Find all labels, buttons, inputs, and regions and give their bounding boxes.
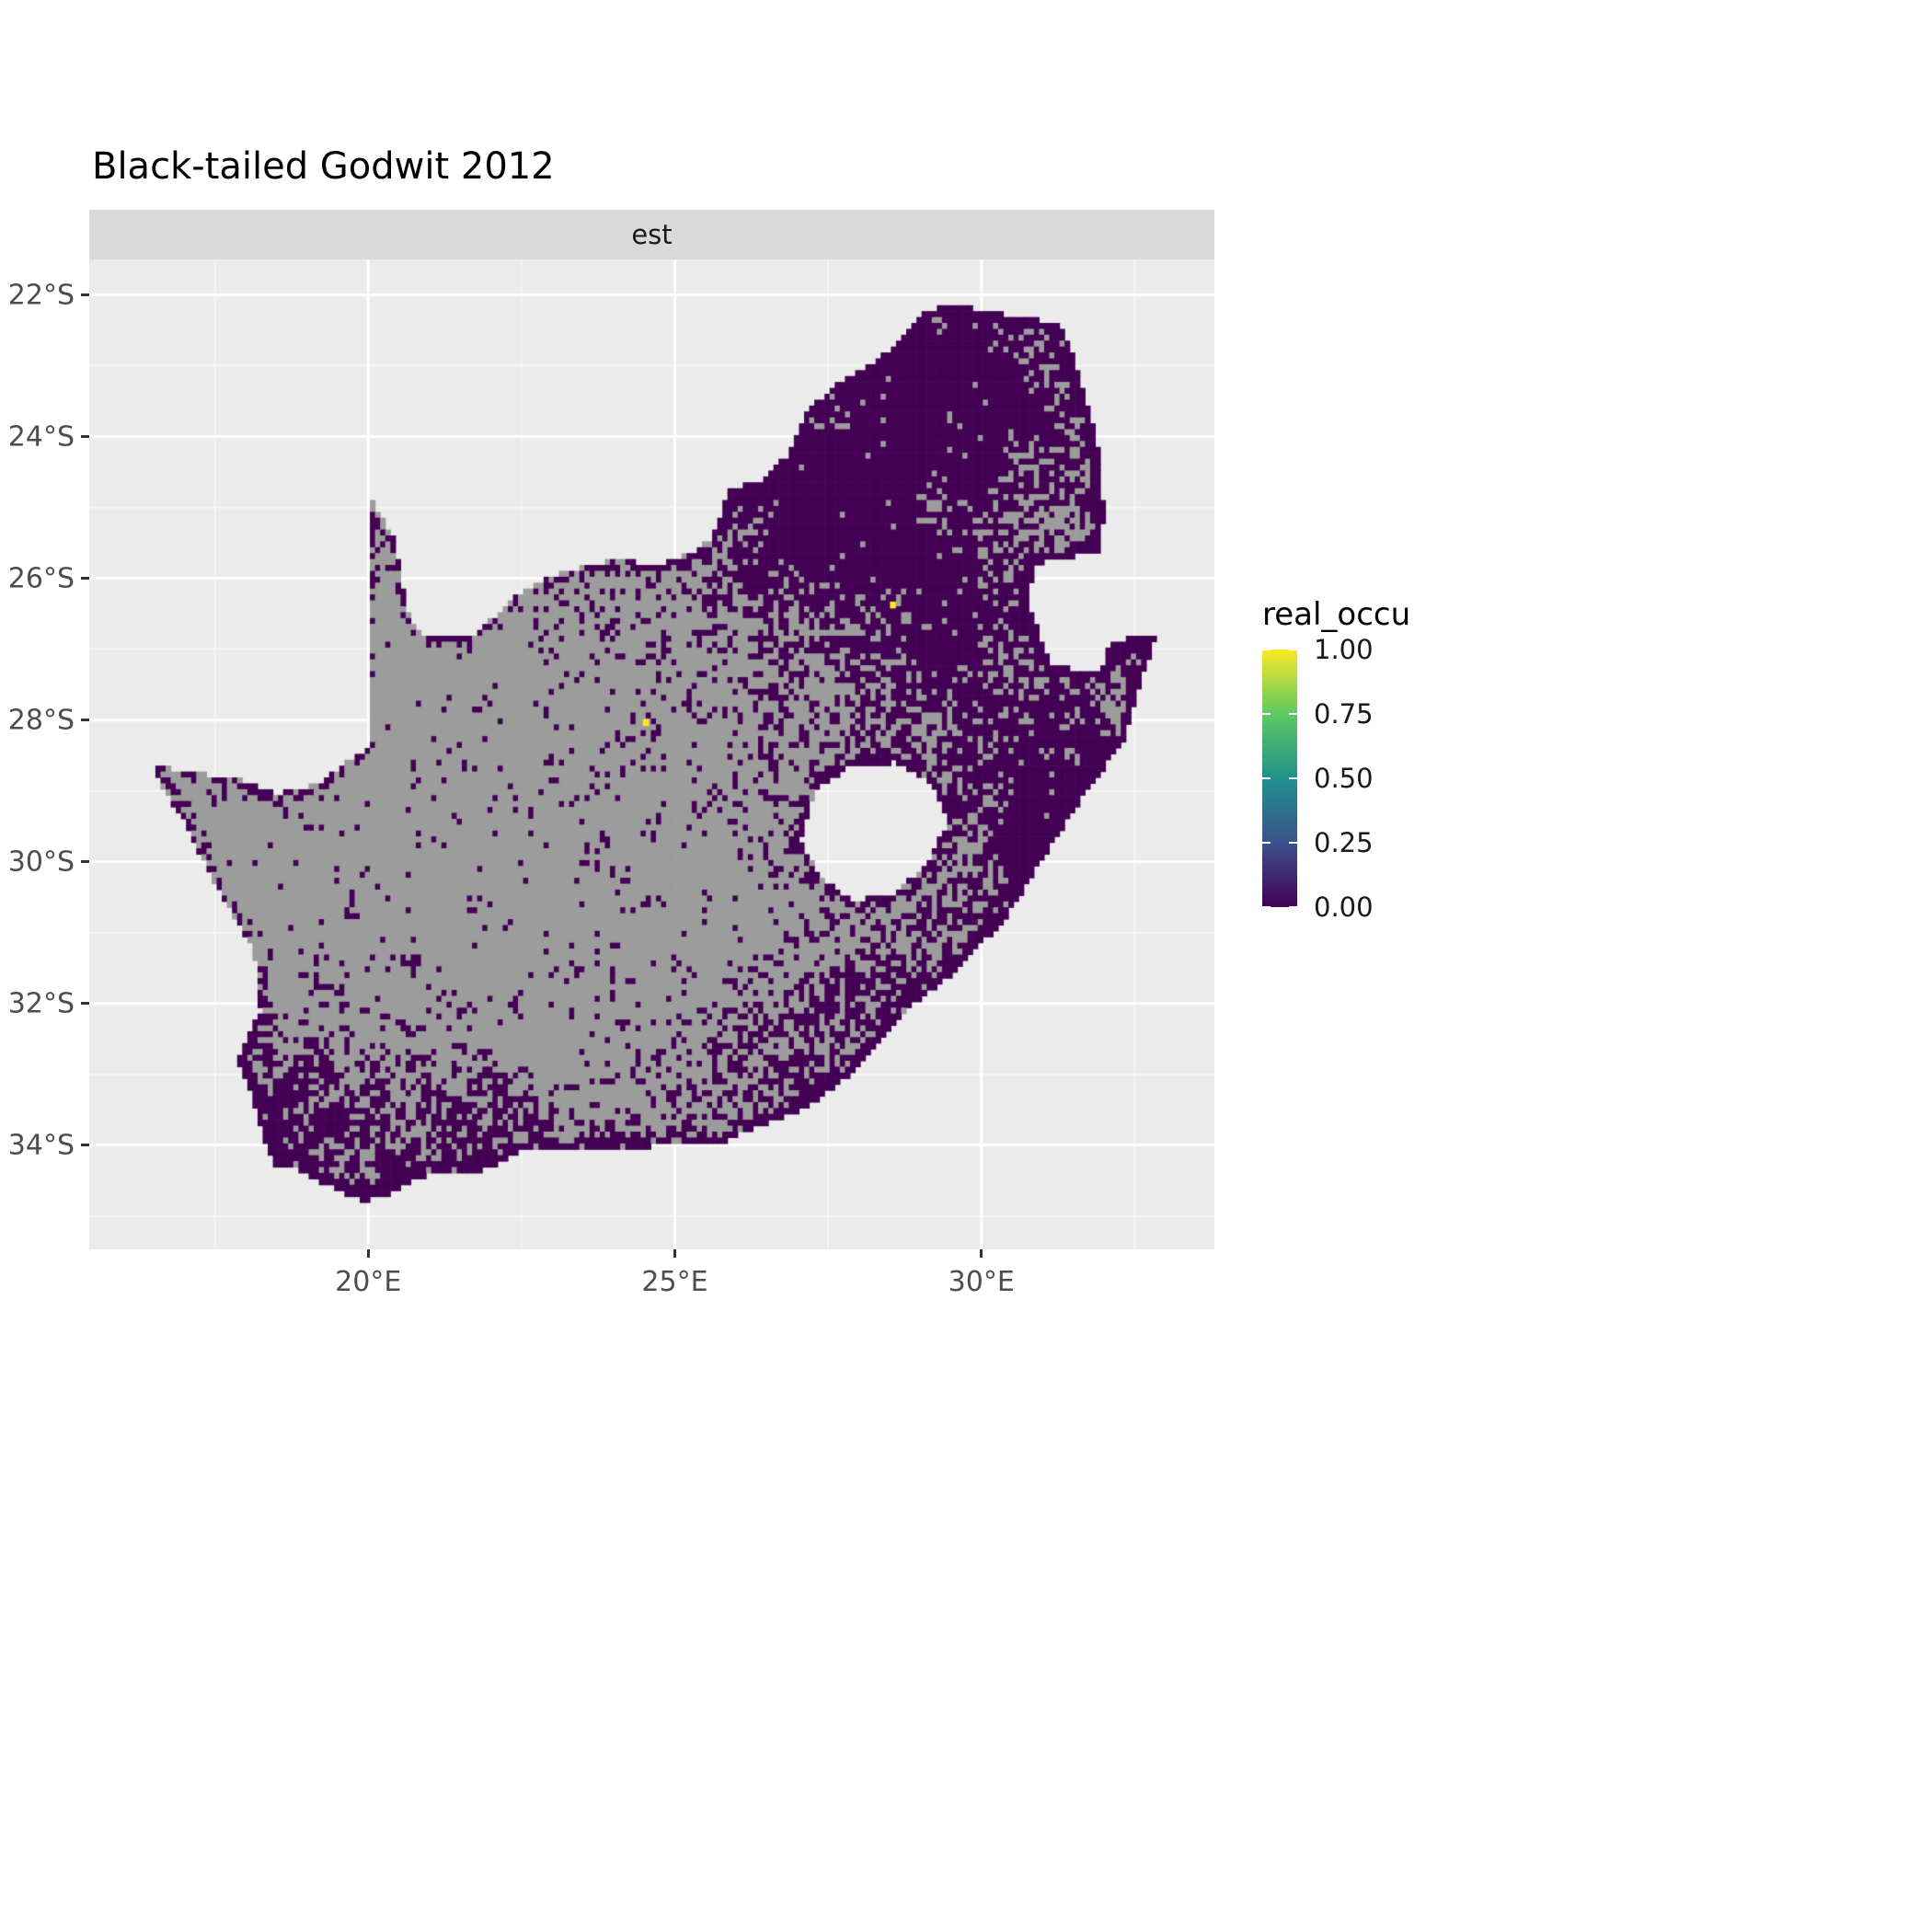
y-tick-label: 22°S (7, 279, 75, 311)
legend-tick-mark (1262, 777, 1271, 779)
x-tick-mark (673, 1249, 676, 1258)
legend-colorbar: 1.00 0.75 0.50 0.25 0.00 (1262, 634, 1374, 923)
legend-tick-label: 0.75 (1314, 698, 1374, 730)
y-tick-label: 32°S (7, 987, 75, 1020)
legend: real_occu 1.00 0.75 0.50 0.25 0.00 (1262, 596, 1411, 923)
plot-panel (89, 259, 1214, 1249)
y-tick-mark (81, 577, 89, 581)
y-tick-mark (81, 1144, 89, 1147)
y-tick-mark (81, 1002, 89, 1006)
legend-tick-mark (1262, 713, 1271, 715)
x-tick-mark (366, 1249, 370, 1258)
y-tick-label: 34°S (7, 1129, 75, 1162)
legend-tick-label: 0.25 (1314, 827, 1374, 858)
map-canvas (89, 259, 1214, 1249)
legend-title: real_occu (1262, 596, 1411, 633)
y-tick-mark (81, 860, 89, 864)
plot-title: Black-tailed Godwit 2012 (92, 145, 555, 188)
y-tick-mark (81, 293, 89, 296)
y-tick-label: 24°S (7, 420, 75, 454)
y-tick-label: 30°S (7, 845, 75, 879)
legend-tick-mark (1262, 649, 1271, 650)
facet-strip: est (89, 210, 1214, 259)
y-tick-mark (81, 719, 89, 722)
y-tick-mark (81, 435, 89, 439)
facet-strip-label: est (631, 219, 673, 250)
legend-tick-label: 1.00 (1314, 634, 1374, 665)
legend-tick-mark (1289, 906, 1297, 908)
legend-tick-label: 0.50 (1314, 763, 1374, 794)
x-tick-label: 20°E (335, 1266, 402, 1298)
x-tick-label: 30°E (948, 1266, 1015, 1298)
y-tick-label: 28°S (7, 704, 75, 737)
legend-tick-mark (1289, 713, 1297, 715)
legend-tick-mark (1262, 906, 1271, 908)
x-tick-mark (980, 1249, 983, 1258)
legend-tick-mark (1262, 842, 1271, 844)
y-tick-label: 26°S (7, 562, 75, 595)
legend-tick-mark (1289, 649, 1297, 650)
legend-tick-mark (1289, 777, 1297, 779)
legend-tick-label: 0.00 (1314, 891, 1374, 923)
legend-tick-mark (1289, 842, 1297, 844)
x-tick-label: 25°E (641, 1266, 708, 1298)
